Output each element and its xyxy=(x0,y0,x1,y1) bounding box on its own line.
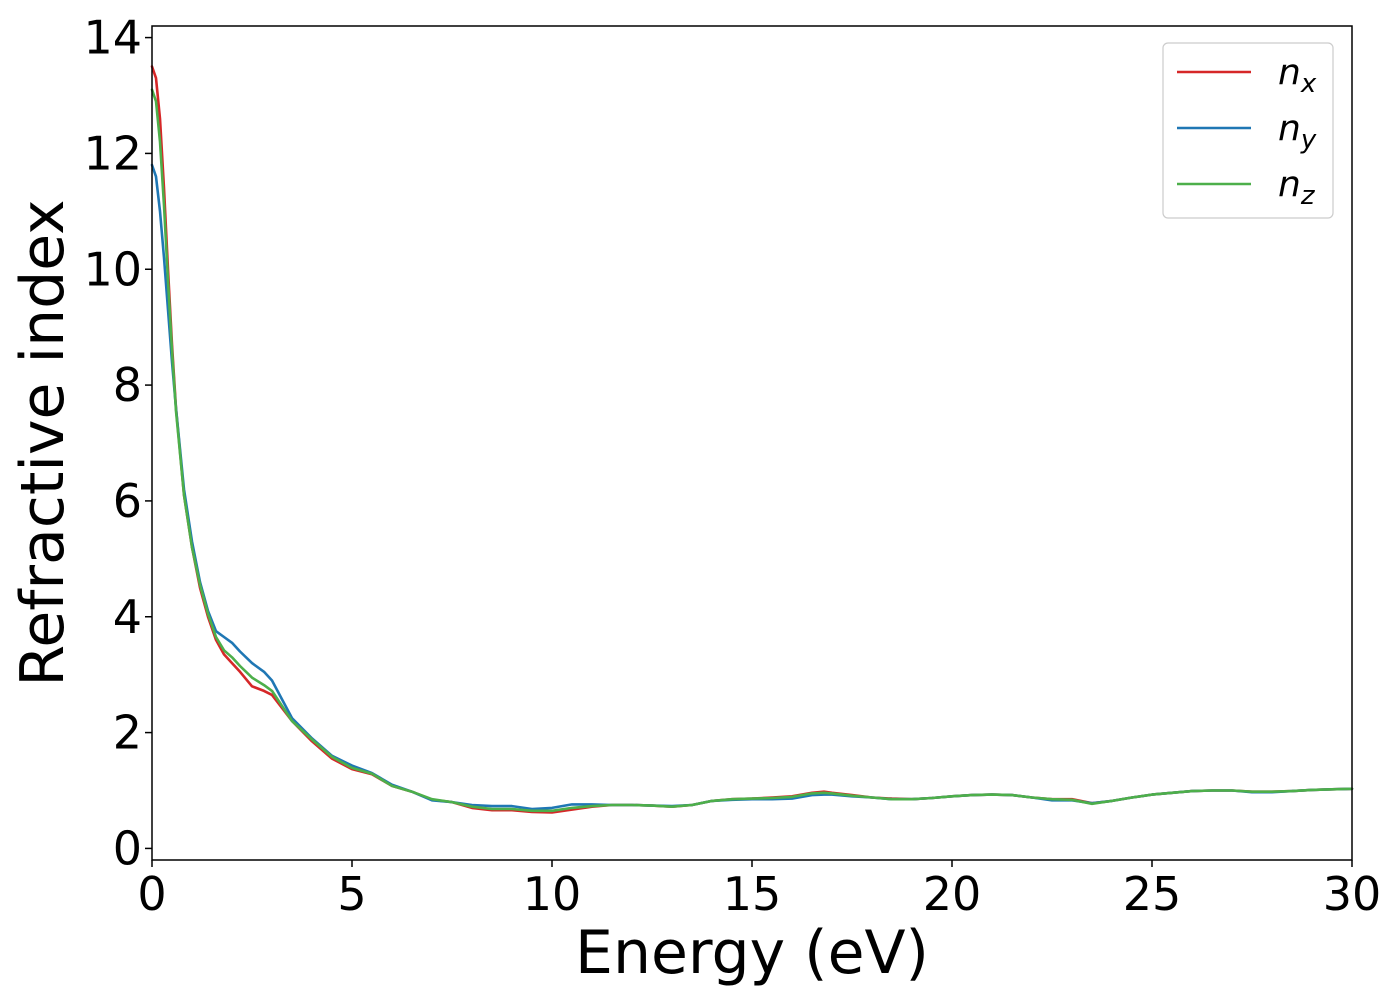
x-tick-label: 15 xyxy=(723,867,782,921)
legend-subscript: x xyxy=(1300,69,1317,99)
series-line-ny xyxy=(150,163,1354,811)
x-tick-label: 0 xyxy=(137,867,166,921)
legend-label-ny: ny xyxy=(1278,108,1317,155)
y-axis-title: Refractive index xyxy=(8,199,78,686)
y-tick-label: 6 xyxy=(113,474,142,528)
y-tick-label: 0 xyxy=(113,821,142,875)
x-tick-label: 20 xyxy=(923,867,982,921)
y-tick-label: 2 xyxy=(113,706,142,760)
y-axis-ticks: 0 2 4 6 8 10 12 14 xyxy=(83,11,152,875)
y-tick-label: 8 xyxy=(113,358,142,412)
x-tick-label: 30 xyxy=(1323,867,1382,921)
legend-subscript: z xyxy=(1300,181,1316,211)
x-axis-ticks: 0 5 10 15 20 25 30 xyxy=(137,860,1381,921)
x-tick-label: 10 xyxy=(523,867,582,921)
legend-subscript: y xyxy=(1300,125,1317,155)
series-line-nz xyxy=(150,88,1354,813)
x-axis-title: Energy (eV) xyxy=(575,918,929,988)
x-tick-label: 25 xyxy=(1123,867,1182,921)
x-tick-label: 5 xyxy=(337,867,366,921)
y-tick-label: 14 xyxy=(83,11,142,65)
legend-box xyxy=(1162,42,1334,219)
y-tick-label: 10 xyxy=(83,242,142,296)
y-tick-label: 12 xyxy=(83,126,142,180)
y-tick-label: 4 xyxy=(113,590,142,644)
series-layer xyxy=(150,65,1354,814)
